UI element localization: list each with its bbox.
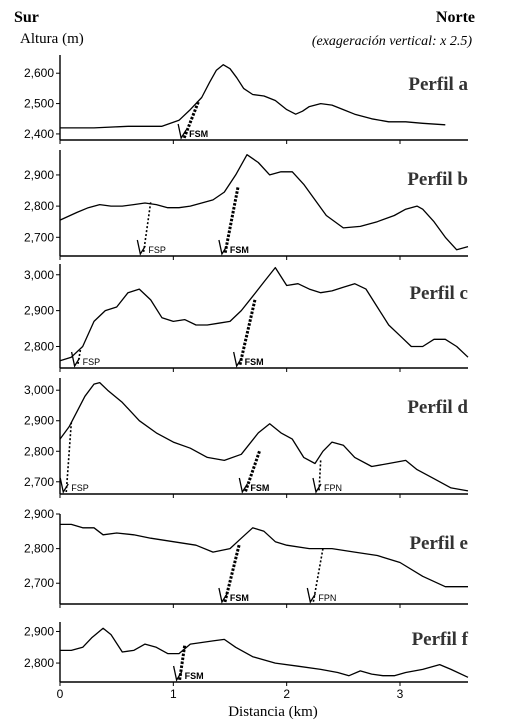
fault-label: FSM (230, 245, 249, 255)
profile-panel: 2,700 2,800 2,900 Perfil e FSM FPN (24, 507, 468, 608)
profile-panel: 2,700 2,800 2,900 3,000 Perfil d FSP FSM FPN (24, 378, 468, 498)
x-tick-label: 2 (283, 687, 290, 701)
profile-line (60, 523, 468, 588)
x-tick-label: 0 (57, 687, 64, 701)
profile-line (59, 154, 469, 251)
y-tick-label: 2,800 (24, 339, 54, 353)
fault-arrow-icon (177, 123, 187, 140)
fault-line (65, 422, 73, 493)
profile-panel: 2,800 2,900 3,000 Perfil c FSP FSM (24, 264, 469, 372)
fault-arrow-icon (136, 239, 146, 256)
y-tick-label: 2,400 (24, 127, 54, 141)
fault-arrow-icon (238, 477, 248, 494)
south-label: Sur (14, 9, 39, 26)
profile-title: Perfil e (409, 533, 468, 554)
y-tick-label: 2,600 (24, 66, 54, 80)
fault-label: FPN (324, 483, 342, 493)
fault-label: FSM (230, 593, 249, 603)
y-tick-label: 2,500 (24, 97, 54, 111)
fault-arrow-icon (70, 351, 81, 368)
fault-arrow-icon (59, 477, 69, 494)
fault-arrow-icon (218, 239, 228, 256)
profile-line (59, 266, 469, 362)
fault-line (238, 299, 257, 367)
profile-title: Perfil a (408, 74, 468, 95)
profile-title: Perfil b (407, 169, 468, 190)
fault-label: FSM (245, 357, 264, 367)
y-tick-label: 3,000 (24, 268, 54, 282)
y-tick-label: 2,800 (24, 656, 54, 670)
fault-line (243, 450, 261, 493)
fault-line (223, 544, 241, 603)
fault-label: FPN (318, 593, 336, 603)
y-tick-label: 2,900 (24, 507, 54, 521)
fault-arrow-icon (306, 587, 316, 604)
fault-line (223, 187, 240, 255)
y-tick-label: 2,900 (24, 168, 54, 182)
fault-arrow-icon (172, 665, 183, 682)
x-axis-label: Distancia (km) (228, 704, 318, 720)
y-tick-label: 2,800 (24, 444, 54, 458)
x-tick-label: 1 (170, 687, 177, 701)
fault-label: FSP (71, 483, 89, 493)
profile-panel: 2,400 2,500 2,600 Perfil a FSM (24, 55, 468, 144)
y-tick-label: 2,800 (24, 542, 54, 556)
profile-line (60, 64, 446, 129)
profile-panel: 2,800 2,900 Perfil f FSM (24, 622, 469, 686)
y-tick-label: 2,900 (24, 414, 54, 428)
y-tick-label: 2,700 (24, 576, 54, 590)
y-tick-label: 2,900 (24, 624, 54, 638)
north-label: Norte (436, 9, 475, 26)
x-axis: 0 1 2 3 (57, 687, 404, 701)
fault-arrow-icon (233, 351, 243, 368)
fault-label: FSP (83, 357, 101, 367)
fault-line (312, 548, 324, 603)
vertical-exaggeration-note: (exageración vertical: x 2.5) (312, 34, 472, 49)
fault-label: FSM (185, 671, 204, 681)
fault-label: FSP (148, 245, 166, 255)
fault-line (318, 460, 322, 493)
fault-line (142, 202, 152, 255)
profile-title: Perfil d (407, 397, 468, 418)
profile-title: Perfil c (409, 283, 468, 304)
y-tick-label: 2,800 (24, 199, 54, 213)
y-tick-label: 2,700 (24, 230, 54, 244)
profile-title: Perfil f (412, 629, 469, 650)
profile-line (60, 627, 469, 678)
x-tick-label: 3 (397, 687, 404, 701)
y-tick-label: 2,900 (24, 304, 54, 318)
fault-line (182, 101, 200, 139)
profile-panel: 2,700 2,800 2,900 Perfil b FSP FSM (24, 150, 469, 260)
y-tick-label: 3,000 (24, 383, 54, 397)
fault-label: FSM (250, 483, 269, 493)
fault-arrow-icon (218, 587, 228, 604)
fault-label: FSM (189, 129, 208, 139)
fault-arrow-icon (312, 477, 322, 494)
profile-line (59, 381, 469, 492)
profiles-group: 2,400 2,500 2,600 Perfil a FSM 2,700 2,800 2,90… (24, 55, 469, 686)
y-tick-label: 2,700 (24, 475, 54, 489)
y-axis-label: Altura (m) (20, 31, 84, 47)
